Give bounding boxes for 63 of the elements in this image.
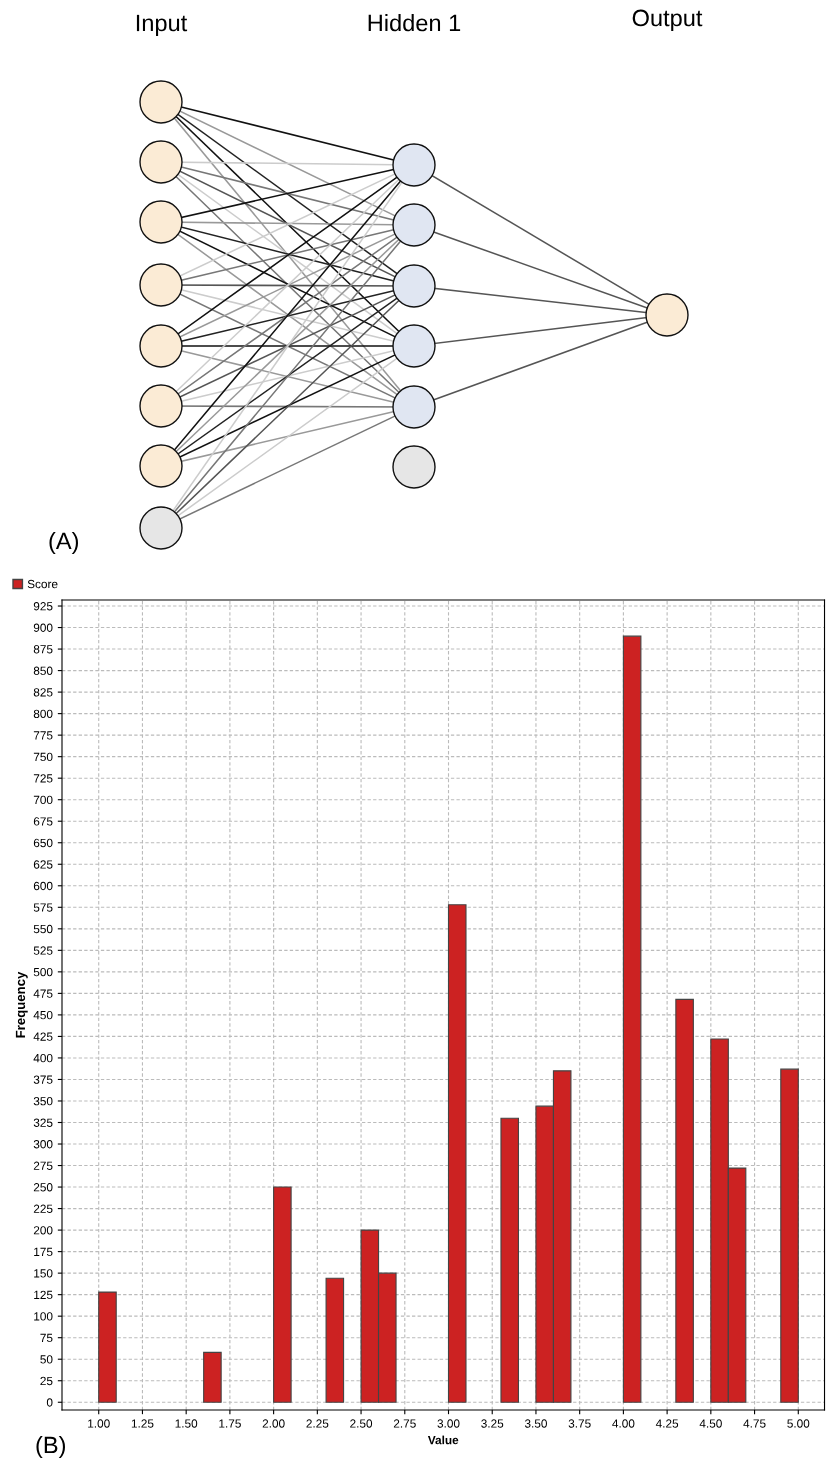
y-tick-label: 450 — [33, 1010, 53, 1020]
x-tick-label: 3.25 — [481, 1419, 504, 1428]
text: Input — [136, 14, 188, 36]
y-tick-label: 150 — [34, 1269, 53, 1278]
x-tick-label: 4.00 — [612, 1419, 635, 1428]
y-tick-label: 625 — [33, 860, 53, 869]
y-tick-label: 125 — [34, 1290, 53, 1300]
x-tick-label: 4.75 — [743, 1419, 766, 1428]
x-tick-label: 2.00 — [262, 1419, 285, 1428]
x-tick-label: 1.00 — [88, 1419, 110, 1428]
y-tick-label: 825 — [33, 688, 53, 697]
y-tick-label: 275 — [33, 1161, 53, 1170]
y-tick-label: 250 — [33, 1183, 53, 1192]
y-tick-label: 325 — [33, 1118, 53, 1127]
y-tick-label: 400 — [33, 1053, 53, 1063]
y-tick-label: 525 — [33, 946, 53, 955]
y-tick-label: 700 — [33, 795, 53, 805]
text: (A) — [49, 531, 79, 554]
x-tick-label: 1.75 — [219, 1419, 241, 1428]
text: Output — [632, 9, 703, 31]
y-tick-label: 775 — [33, 731, 53, 740]
text: (B) — [36, 1435, 66, 1458]
y-tick-label: 750 — [33, 752, 53, 762]
y-tick-label: 850 — [33, 666, 53, 675]
y-tick-label: 800 — [33, 709, 53, 719]
legend-label: Score — [27, 579, 58, 589]
y-tick-label: 550 — [33, 924, 53, 934]
x-tick-label: 3.50 — [524, 1419, 547, 1428]
x-tick-label: 4.25 — [655, 1419, 679, 1428]
y-tick-label: 300 — [33, 1140, 53, 1149]
y-tick-label: 100 — [34, 1312, 53, 1321]
y-tick-label: 200 — [33, 1226, 53, 1235]
x-tick-label: 4.50 — [699, 1419, 722, 1428]
x-tick-label: 2.50 — [350, 1419, 373, 1428]
y-tick-label: 575 — [33, 903, 53, 912]
y-tick-label: 475 — [33, 989, 53, 998]
y-tick-label: 925 — [33, 602, 53, 611]
y-tick-label: 650 — [33, 838, 53, 848]
text: Hidden 1 — [368, 14, 461, 32]
y-tick-label: 0 — [46, 1398, 53, 1407]
y-tick-label: 375 — [33, 1075, 53, 1084]
x-axis-title: Value — [427, 1435, 459, 1445]
y-tick-label: 900 — [33, 623, 53, 632]
x-tick-label: 2.75 — [393, 1419, 416, 1428]
x-tick-label: 2.25 — [306, 1419, 329, 1428]
y-tick-label: 50 — [40, 1355, 53, 1364]
y-axis-title: Frequency — [15, 971, 28, 1038]
y-tick-label: 675 — [33, 817, 53, 826]
y-tick-label: 875 — [33, 645, 53, 654]
y-tick-label: 25 — [40, 1376, 53, 1386]
x-tick-label: 1.50 — [175, 1419, 198, 1428]
x-tick-label: 1.25 — [131, 1419, 154, 1428]
y-tick-label: 350 — [33, 1097, 53, 1106]
y-tick-label: 425 — [33, 1032, 53, 1041]
y-tick-label: 725 — [33, 774, 53, 783]
y-tick-label: 75 — [40, 1333, 53, 1343]
y-tick-label: 600 — [33, 881, 53, 891]
x-tick-label: 5.00 — [787, 1419, 810, 1428]
y-tick-label: 500 — [33, 967, 53, 977]
x-tick-label: 3.75 — [568, 1419, 591, 1428]
x-tick-label: 3.00 — [437, 1419, 460, 1428]
y-tick-label: 225 — [33, 1204, 53, 1213]
y-tick-label: 175 — [34, 1247, 53, 1257]
